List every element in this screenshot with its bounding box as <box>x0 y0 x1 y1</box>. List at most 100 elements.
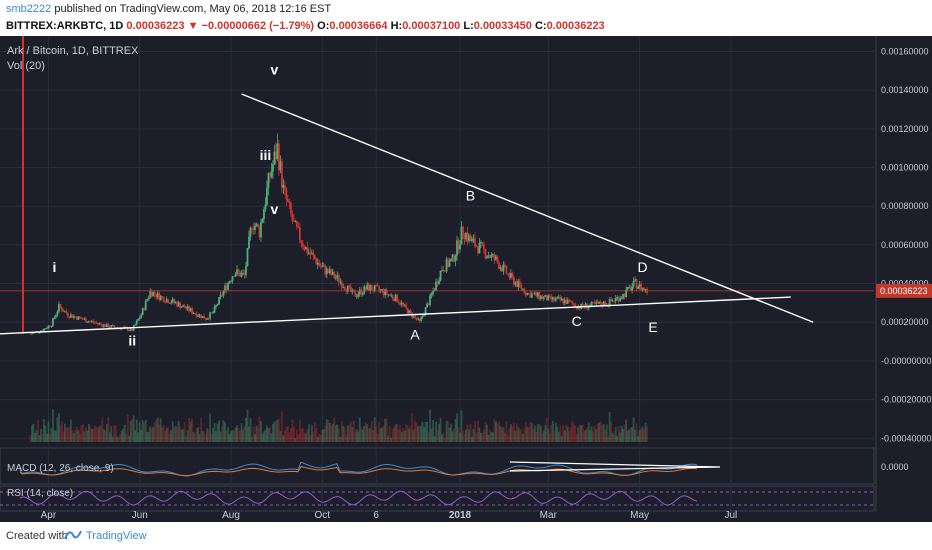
volume-bar <box>373 417 376 442</box>
candle-body <box>509 273 512 278</box>
y-tick-label: 0.00140000 <box>881 85 929 95</box>
candle-body <box>215 305 217 307</box>
candle-body <box>587 306 590 309</box>
candle-body <box>170 302 173 304</box>
candle-body <box>444 270 446 272</box>
volume-bar <box>279 431 282 442</box>
volume-bar <box>102 429 105 442</box>
candle-body <box>559 297 562 301</box>
high-value: 0.00037100 <box>402 20 461 32</box>
last-price: 0.00036223 <box>126 20 185 32</box>
volume-bar <box>32 423 35 442</box>
candle-body <box>192 313 195 314</box>
volume-bar <box>129 420 132 442</box>
candle-body <box>231 276 234 281</box>
volume-bar <box>492 432 494 442</box>
candle-body <box>631 286 634 291</box>
candle-body <box>147 297 150 300</box>
candle-body <box>126 327 129 331</box>
volume-bar <box>81 424 84 442</box>
candle-body <box>424 307 427 315</box>
volume-bar <box>99 425 102 442</box>
volume-bar <box>105 424 108 442</box>
candle-body <box>159 296 162 300</box>
author-link[interactable]: smb2222 <box>6 3 52 15</box>
volume-bar <box>638 430 641 442</box>
volume-bar <box>318 433 321 442</box>
candle-body <box>41 330 44 332</box>
volume-bar <box>197 427 199 442</box>
volume-bar <box>316 436 319 442</box>
volume-bar <box>593 425 596 442</box>
candle-body <box>498 262 500 269</box>
volume-bar <box>459 432 461 442</box>
volume-bar <box>304 433 307 442</box>
candle-body <box>304 247 307 250</box>
candle-body <box>72 316 75 318</box>
volume-bar <box>286 426 289 442</box>
volume-bar <box>255 425 258 442</box>
volume-bar <box>602 424 605 442</box>
volume-bar <box>382 425 385 442</box>
candle-body <box>206 318 208 320</box>
volume-bar <box>56 417 59 442</box>
volume-bar <box>372 430 375 442</box>
candle-body <box>258 226 261 238</box>
volume-bar <box>360 426 363 442</box>
candle-body <box>98 323 101 325</box>
volume-bar <box>86 430 89 442</box>
volume-bar <box>444 437 446 442</box>
candle-body <box>638 283 641 288</box>
volume-bar <box>518 429 521 442</box>
candle-body <box>44 328 47 330</box>
volume-bar <box>471 436 473 442</box>
volume-bar <box>589 430 592 442</box>
volume-bar <box>41 434 44 442</box>
candle-body <box>493 254 496 260</box>
candle-body <box>505 265 508 274</box>
signal-line <box>19 466 698 477</box>
candle-body <box>303 246 306 250</box>
candle-body <box>541 295 544 299</box>
tradingview-link[interactable]: TradingView <box>86 530 147 542</box>
volume-bar <box>272 423 274 442</box>
volume-bar <box>542 430 545 442</box>
candle-body <box>387 294 390 296</box>
volume-bar <box>248 426 250 442</box>
volume-bar <box>436 429 439 442</box>
volume-bar <box>397 429 400 442</box>
volume-bar <box>545 417 548 442</box>
volume-bar <box>120 430 123 442</box>
candle-body <box>604 301 607 306</box>
volume-bar <box>310 425 313 442</box>
x-tick-label: Mar <box>540 510 558 521</box>
volume-bar <box>578 424 581 442</box>
candle-body <box>611 300 614 302</box>
volume-bar <box>481 432 484 442</box>
candle-body <box>385 289 388 295</box>
candle-body <box>412 315 415 318</box>
symbol-label: BITTREX:ARKBTC, 1D <box>6 20 124 32</box>
candle-body <box>366 284 369 290</box>
volume-bar <box>252 426 255 442</box>
volume-bar <box>101 417 104 442</box>
candle-body <box>388 294 391 296</box>
candle-body <box>348 285 351 287</box>
wave-label: D <box>638 259 648 275</box>
volume-bar <box>539 425 542 442</box>
candle-body <box>626 287 629 290</box>
volume-bar <box>581 424 584 442</box>
volume-bar <box>212 428 214 442</box>
candle-body <box>475 246 478 248</box>
candle-body <box>571 301 574 304</box>
volume-bar <box>502 427 505 442</box>
candle-body <box>451 254 454 259</box>
candle-body <box>186 306 189 309</box>
volume-bar <box>324 425 327 442</box>
volume-bar <box>40 428 42 442</box>
candle-body <box>158 292 161 300</box>
candle-body <box>53 317 56 319</box>
candle-body <box>216 304 219 306</box>
